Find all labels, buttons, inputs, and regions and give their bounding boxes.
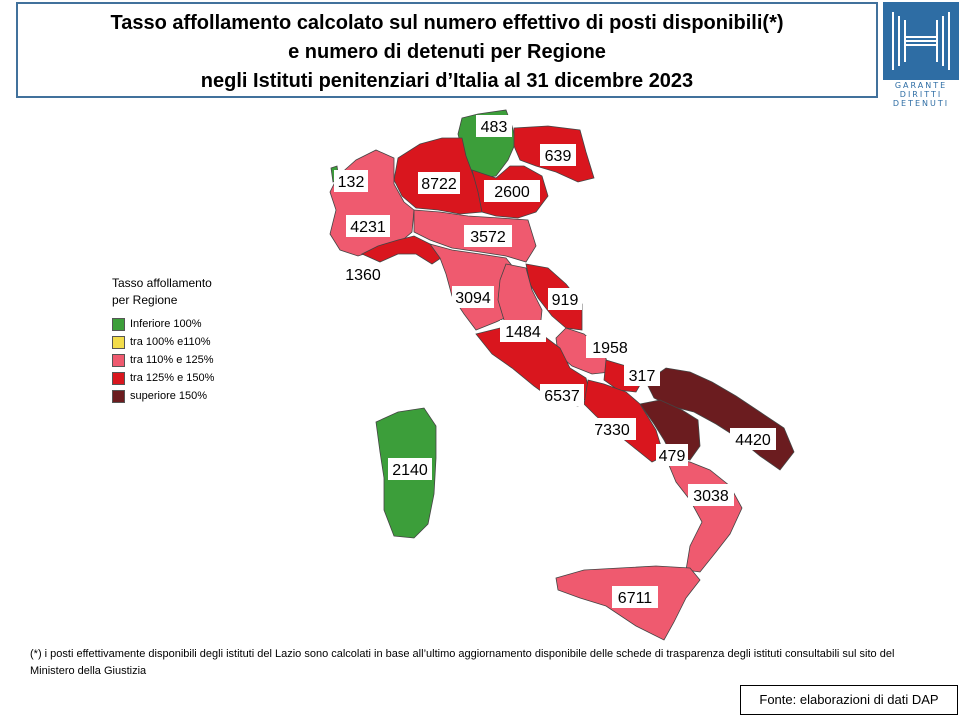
legend-swatch	[112, 371, 125, 385]
legend-item: tra 125% e 150%	[112, 369, 214, 387]
region-label-box	[346, 215, 390, 237]
legend-swatch	[112, 389, 125, 403]
title-line-3: negli Istituti penitenziari d’Italia al …	[200, 70, 694, 92]
region-calabria	[665, 457, 743, 573]
legend-label: tra 125% e 150%	[130, 372, 215, 384]
garante-logo-icon	[883, 2, 959, 80]
legend-item: Inferiore 100%	[112, 315, 214, 333]
italy-map: 132 483 639 8722 2600 4231 3572 1360 3094 919 1484…	[329, 109, 795, 641]
region-label-calabria: 3038	[693, 488, 729, 505]
region-label-box	[588, 418, 636, 440]
region-label-box	[500, 320, 546, 342]
region-label-marche: 919	[552, 292, 579, 309]
region-label-box	[476, 115, 512, 137]
region-label-box	[656, 444, 688, 466]
region-label-box	[340, 263, 386, 285]
region-label-molise: 317	[629, 368, 656, 385]
legend-item: tra 110% e 125%	[112, 351, 214, 369]
region-label-basilicata: 479	[659, 448, 686, 465]
logo-text-1: GARANTE	[894, 81, 948, 90]
region-label-box	[624, 364, 660, 386]
region-label-toscana: 3094	[455, 290, 491, 307]
region-label-campania: 7330	[594, 422, 630, 439]
legend-item: tra 100% e110%	[112, 333, 214, 351]
source-box: Fonte: elaborazioni di dati DAP	[740, 685, 958, 715]
logo-text-2: DIRITTI	[899, 90, 943, 99]
legend-label: tra 100% e110%	[130, 336, 211, 348]
legend-label: Inferiore 100%	[130, 318, 202, 330]
title-box: Tasso affollamento calcolato sul numero …	[16, 2, 878, 98]
logo-text-3: DETENUTI	[892, 99, 950, 108]
region-label-box	[540, 144, 576, 166]
legend: Tasso affollamento per Regione Inferiore…	[112, 275, 214, 405]
garante-logo: GARANTE DIRITTI DETENUTI	[883, 2, 959, 110]
region-label-piemonte: 4231	[350, 219, 386, 236]
legend-label: tra 110% e 125%	[130, 354, 214, 366]
region-label-veneto: 2600	[494, 184, 530, 201]
region-label-box	[548, 288, 582, 310]
footnote: (*) i posti effettivamente disponibili d…	[30, 648, 895, 677]
region-label-sardegna: 2140	[392, 462, 428, 479]
region-label-trentino-alto-adige: 483	[481, 119, 508, 136]
legend-swatch	[112, 335, 125, 349]
logo-text: GARANTE DIRITTI DETENUTI	[883, 81, 959, 108]
region-label-puglia: 4420	[735, 432, 771, 449]
region-label-valle-d-aosta: 132	[338, 174, 365, 191]
region-label-box	[586, 336, 634, 358]
region-label-box	[388, 458, 432, 480]
region-label-emilia-romagna: 3572	[470, 229, 506, 246]
legend-swatch	[112, 353, 125, 367]
region-label-box	[730, 428, 776, 450]
legend-label: superiore 150%	[130, 390, 208, 402]
region-label-abruzzo: 1958	[592, 340, 628, 357]
region-label-box	[540, 384, 584, 406]
region-label-friuli-venezia-giulia: 639	[545, 148, 572, 165]
legend-title-line-1: Tasso affollamento	[112, 276, 212, 290]
region-label-liguria: 1360	[345, 267, 381, 284]
region-label-box	[688, 484, 734, 506]
region-label-lombardia: 8722	[421, 176, 457, 193]
region-label-sicilia: 6711	[618, 590, 653, 607]
region-label-lazio: 6537	[544, 388, 580, 405]
legend-title: Tasso affollamento per Regione	[112, 275, 214, 309]
region-label-box	[612, 586, 658, 608]
region-label-box	[452, 286, 494, 308]
title-line-1: Tasso affollamento calcolato sul numero …	[110, 12, 784, 34]
region-label-umbria: 1484	[505, 324, 541, 341]
region-label-box	[418, 172, 460, 194]
title-line-2: e numero di detenuti per Regione	[288, 41, 606, 63]
region-label-box	[484, 180, 540, 202]
region-label-box	[464, 225, 512, 247]
legend-item: superiore 150%	[112, 387, 214, 405]
legend-title-line-2: per Regione	[112, 293, 178, 307]
region-label-box	[334, 170, 368, 192]
legend-swatch	[112, 317, 125, 331]
